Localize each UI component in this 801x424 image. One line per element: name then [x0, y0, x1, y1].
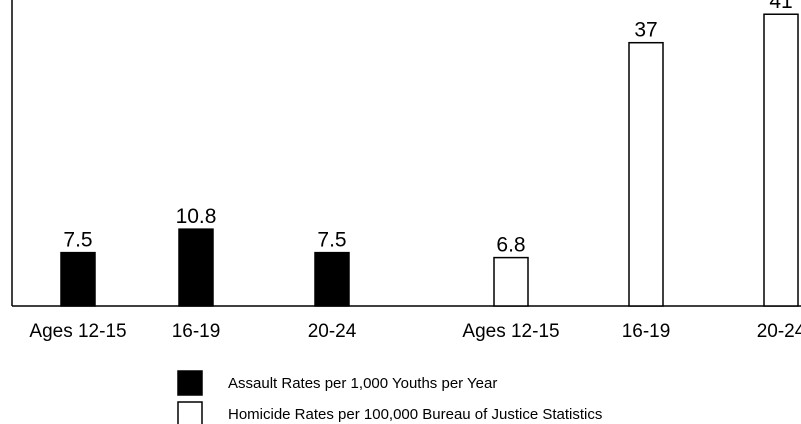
legend: Assault Rates per 1,000 Youths per Year H… [177, 370, 602, 424]
data-label-1: 10.8 [176, 205, 217, 228]
legend-swatch-1 [177, 401, 203, 424]
data-label-4: 37 [634, 19, 657, 42]
bar-homicide-4 [628, 41, 664, 307]
bar-assault-2 [314, 251, 350, 307]
bar-homicide-5 [763, 13, 799, 307]
legend-swatch-0 [177, 370, 203, 396]
bars-group [60, 13, 799, 307]
x-tick-label-5: 20-24 [757, 321, 801, 342]
bar-homicide-3 [493, 256, 529, 307]
legend-label-0: Assault Rates per 1,000 Youths per Year [228, 375, 497, 392]
x-tick-labels-group: Ages 12-15 16-19 20-24 Ages 12-15 16-19 20-24 [29, 321, 801, 342]
x-tick-label-0: Ages 12-15 [29, 321, 126, 342]
data-label-3: 6.8 [496, 234, 525, 257]
data-label-0: 7.5 [63, 229, 92, 252]
value-labels-group: 7.5 10.8 7.5 6.8 37 41 [63, 0, 792, 257]
legend-label-1: Homicide Rates per 100,000 Bureau of Jus… [228, 406, 602, 423]
x-tick-label-3: Ages 12-15 [462, 321, 559, 342]
bar-assault-1 [178, 228, 214, 307]
data-label-5: 41 [769, 0, 792, 13]
x-tick-label-1: 16-19 [172, 321, 221, 342]
bar-assault-0 [60, 251, 96, 307]
x-tick-label-4: 16-19 [622, 321, 671, 342]
data-label-2: 7.5 [317, 229, 346, 252]
x-tick-label-2: 20-24 [308, 321, 357, 342]
